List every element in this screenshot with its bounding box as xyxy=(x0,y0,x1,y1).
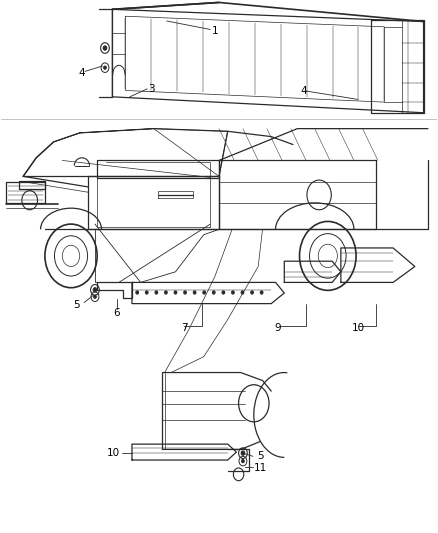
Circle shape xyxy=(260,291,263,294)
Text: 5: 5 xyxy=(257,451,264,462)
Text: 10: 10 xyxy=(107,448,120,458)
Text: 6: 6 xyxy=(113,308,120,318)
Circle shape xyxy=(222,291,225,294)
Circle shape xyxy=(103,46,107,50)
Circle shape xyxy=(104,66,106,69)
Circle shape xyxy=(241,451,245,455)
Circle shape xyxy=(251,291,253,294)
Circle shape xyxy=(203,291,205,294)
Circle shape xyxy=(165,291,167,294)
Text: 4: 4 xyxy=(300,86,307,96)
Circle shape xyxy=(145,291,148,294)
Circle shape xyxy=(94,295,96,298)
Text: 1: 1 xyxy=(212,26,218,36)
Circle shape xyxy=(232,291,234,294)
Circle shape xyxy=(174,291,177,294)
Text: 9: 9 xyxy=(275,323,281,333)
Text: 11: 11 xyxy=(254,463,267,473)
Circle shape xyxy=(155,291,158,294)
Circle shape xyxy=(136,291,138,294)
Circle shape xyxy=(241,291,244,294)
Circle shape xyxy=(212,291,215,294)
Text: 7: 7 xyxy=(181,323,187,333)
Text: 3: 3 xyxy=(148,84,155,94)
Text: 10: 10 xyxy=(352,323,365,333)
Circle shape xyxy=(193,291,196,294)
Text: 4: 4 xyxy=(78,68,85,78)
Text: 5: 5 xyxy=(73,300,80,310)
Circle shape xyxy=(184,291,186,294)
Circle shape xyxy=(93,288,97,292)
Circle shape xyxy=(242,459,244,463)
